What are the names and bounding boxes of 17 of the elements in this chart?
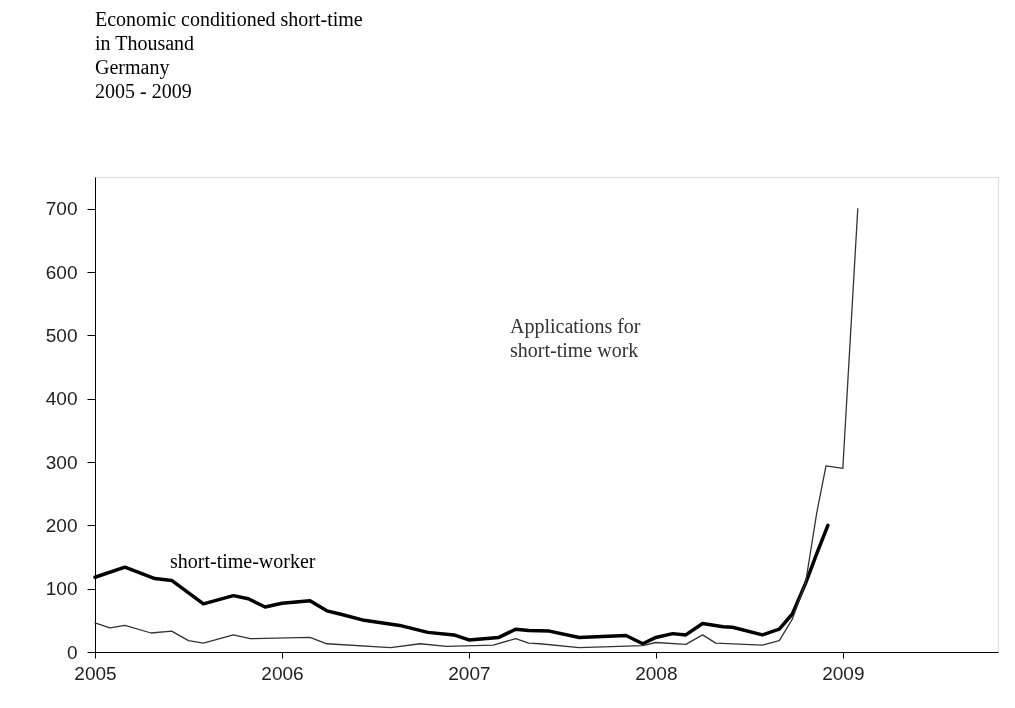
y-tick-label: 700 (45, 198, 78, 220)
x-tick-label: 2006 (261, 662, 304, 684)
y-tick-label: 300 (45, 451, 78, 473)
series-label: short-time-worker (170, 550, 316, 572)
x-tick-label: 2009 (822, 662, 865, 684)
line-series (94, 208, 859, 649)
text: Applications for short-time work (510, 315, 641, 361)
y-tick-label: 0 (66, 641, 78, 663)
x-tick-label: 2008 (635, 662, 678, 684)
y-tick-label: 100 (45, 578, 78, 600)
x-tick-label: 2007 (448, 662, 491, 684)
y-tick-label: 400 (45, 388, 78, 410)
y-tick-label: 500 (45, 324, 78, 346)
chart-title: Economic conditioned short-time in Thousand Germany 2005 - 2009 (95, 8, 363, 102)
y-tick-label: 600 (45, 261, 78, 283)
y-tick-label: 200 (45, 514, 78, 536)
x-tick-label: 2005 (74, 662, 117, 684)
